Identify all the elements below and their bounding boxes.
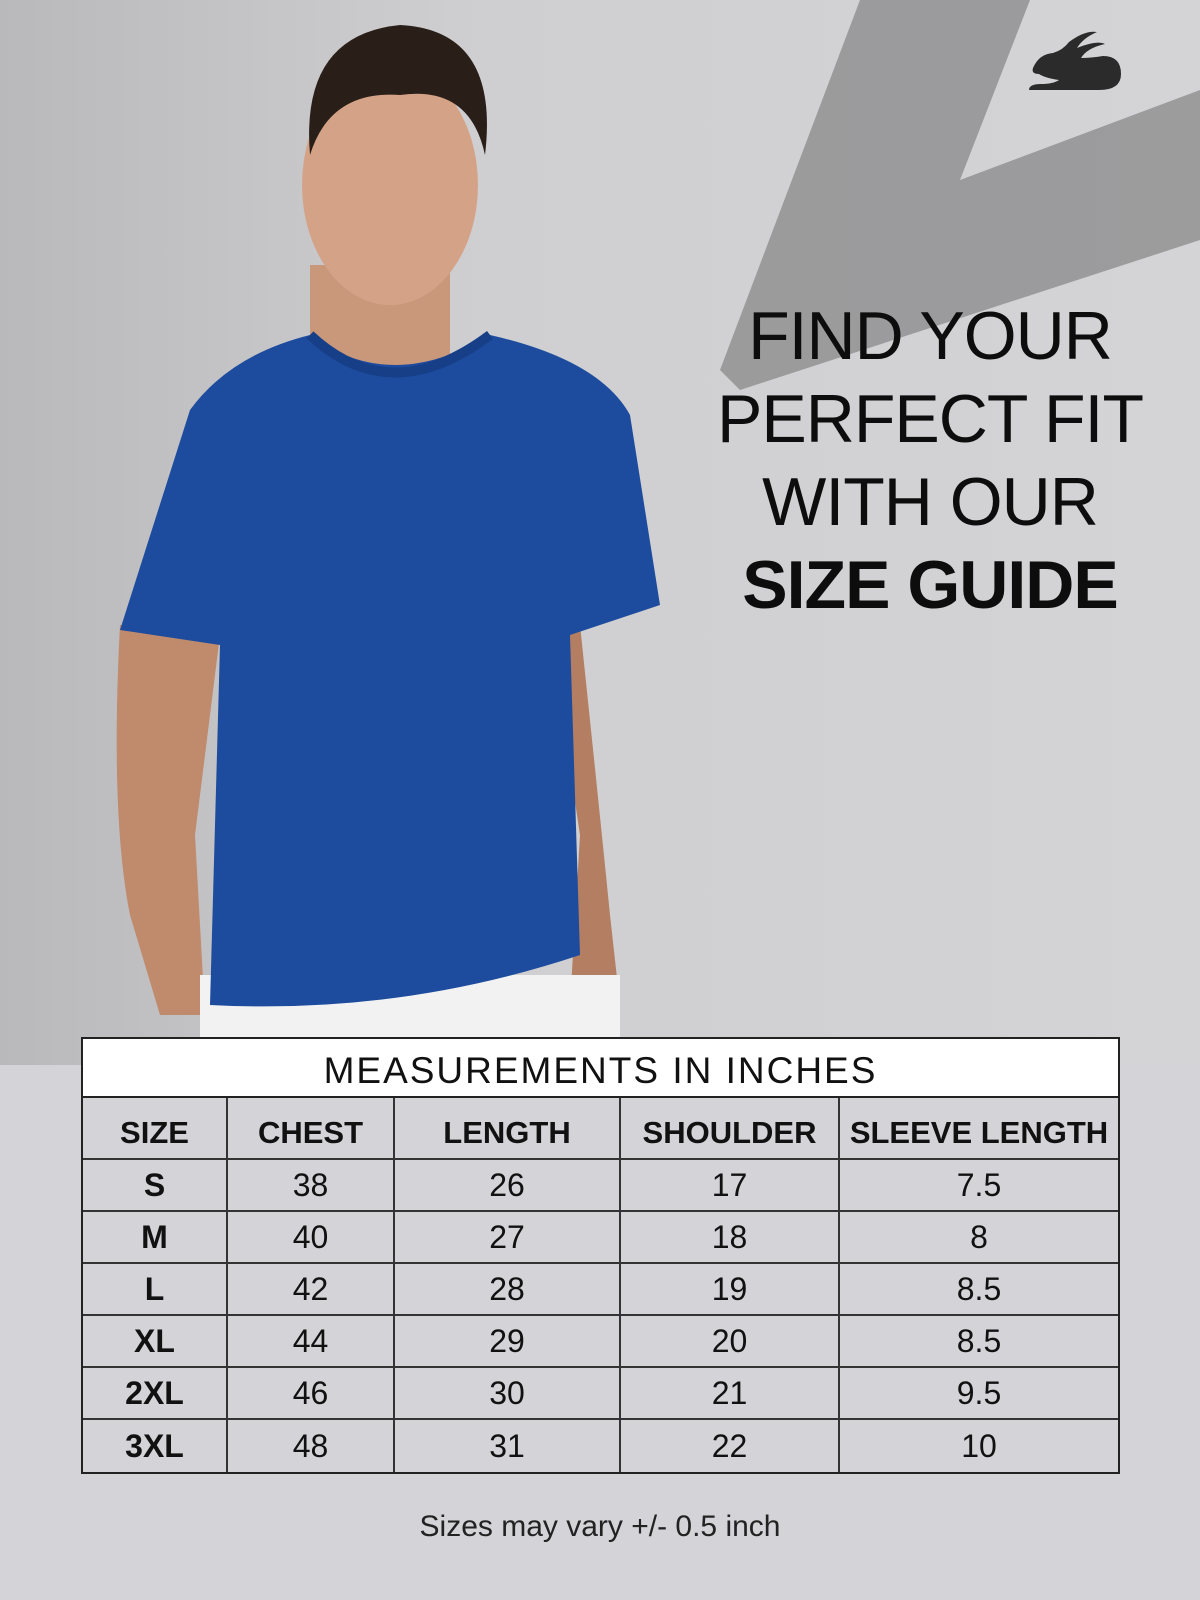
measurement-cell: 44 [228,1316,395,1366]
background-stripe [720,0,1200,390]
table-row: S 38 26 17 7.5 [83,1160,1118,1212]
measurement-cell: 18 [621,1212,840,1262]
measurement-cell: 29 [395,1316,621,1366]
measurement-cell: 7.5 [956,1166,1002,1203]
measurement-cell: 8.5 [956,1270,1002,1307]
headline-emphasis: SIZE GUIDE [742,547,1118,623]
table-row: 3XL 48 31 22 10 [83,1420,1118,1472]
measurement-cell: 48 [228,1420,395,1472]
model-figure [116,25,660,1055]
measurement-cell: 38 [228,1160,395,1210]
size-cell: 3XL [83,1420,228,1472]
measurement-cell: 10 [961,1427,997,1464]
rabbit-logo-icon [1029,31,1121,90]
measurement-cell: 21 [621,1368,840,1418]
measurement-cell: 22 [621,1420,840,1472]
model-photo: FIND YOUR PERFECT FIT WITH OUR SIZE GUID… [0,0,1200,1065]
table-row: XL 44 29 20 8.5 [83,1316,1118,1368]
table-header-row: SIZE CHEST LENGTH SHOULDER SLEEVE LENGTH [83,1098,1118,1160]
measurement-cell: 42 [228,1264,395,1314]
size-cell: L [83,1264,228,1314]
header-cell: SIZE [83,1098,228,1158]
size-chart-table: MEASUREMENTS IN INCHES SIZE CHEST LENGTH… [81,1037,1120,1474]
measurement-cell: 19 [621,1264,840,1314]
table-title: MEASUREMENTS IN INCHES [83,1039,1118,1098]
size-variance-note: Sizes may vary +/- 0.5 inch [419,1510,781,1543]
header-cell: SHOULDER [621,1098,840,1158]
header-cell: LENGTH [395,1098,621,1158]
table-row: L 42 28 19 8.5 [83,1264,1118,1316]
size-cell: XL [83,1316,228,1366]
header-cell: CHEST [228,1098,395,1158]
header-cell: SLEEVE LENGTH [849,1115,1109,1150]
measurement-cell: 40 [228,1212,395,1262]
size-cell: S [83,1160,228,1210]
measurement-cell: 26 [395,1160,621,1210]
size-cell: M [83,1212,228,1262]
headline-line: PERFECT FIT [717,381,1144,457]
size-cell: 2XL [83,1368,228,1418]
measurement-cell: 31 [395,1420,621,1472]
table-row: 2XL 46 30 21 9.5 [83,1368,1118,1420]
measurement-cell: 8 [970,1218,988,1255]
measurement-cell: 30 [395,1368,621,1418]
headline-line: WITH OUR [762,464,1099,540]
measurement-cell: 46 [228,1368,395,1418]
measurement-cell: 28 [395,1264,621,1314]
measurement-cell: 8.5 [956,1322,1002,1359]
measurement-cell: 9.5 [956,1374,1002,1411]
measurement-cell: 17 [621,1160,840,1210]
table-row: M 40 27 18 8 [83,1212,1118,1264]
measurement-cell: 27 [395,1212,621,1262]
measurement-cell: 20 [621,1316,840,1366]
headline: FIND YOUR PERFECT FIT WITH OUR SIZE GUID… [700,295,1160,627]
headline-line: FIND YOUR [748,298,1113,374]
